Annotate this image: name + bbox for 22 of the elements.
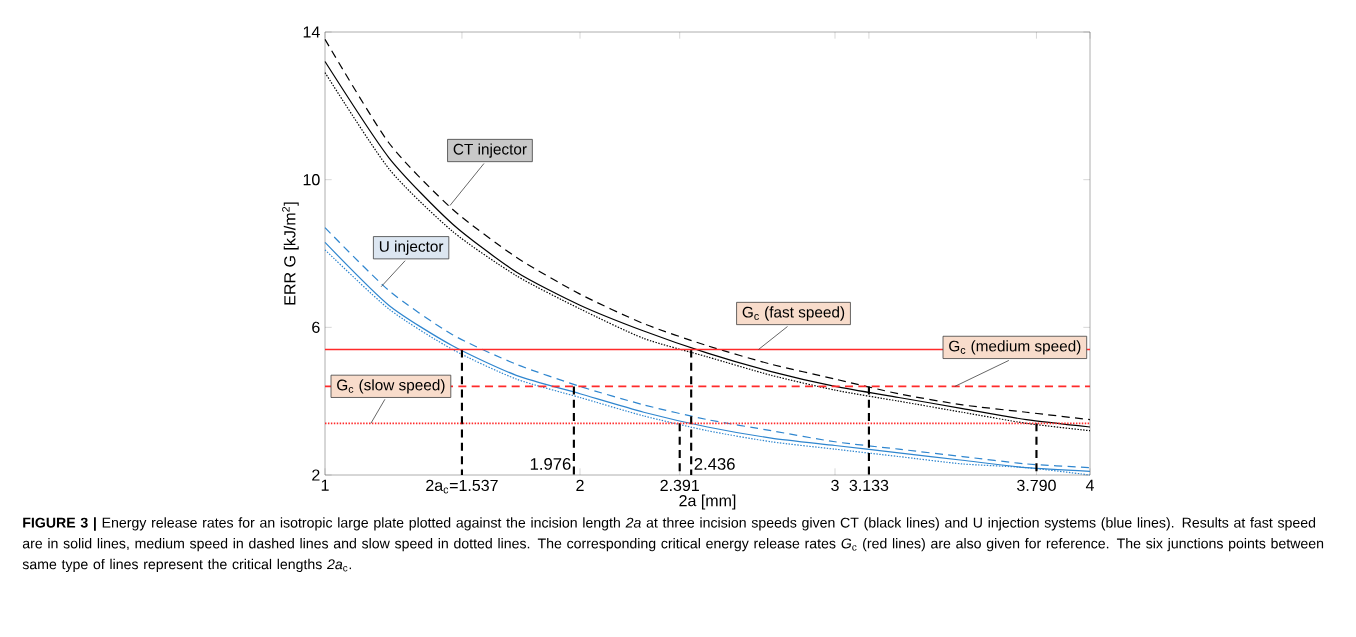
- y-tick-label: 2: [312, 469, 320, 481]
- x-tick-label: 4: [1085, 479, 1094, 491]
- annotation: 1.976: [530, 458, 571, 470]
- x-tick-label: 2: [576, 479, 584, 491]
- annotation: U injector: [379, 240, 444, 255]
- x-tick-label: 3.133: [849, 479, 889, 492]
- text: FIGURE 3 | Energy release rates for an isotropic large plate plotted against the incision length 2a at three incision speeds given CT (black lines) and U injection systems (blue lines). Results at fast speed are in solid lines, medium speed in dashed lines and slow speed in dotted lines. The corresponding critical energy release rates G$_{c}$ (red lines) are also given for reference. The six junctions points between same type of lines represent the critical lengths 2a$_{c}$.: [22, 517, 1324, 573]
- ref-line-label: G$_{c}$ (slow speed): [337, 379, 445, 394]
- x-tick-label: 3: [831, 479, 839, 492]
- ref-line-label: G$_{c}$ (fast speed): [742, 306, 845, 321]
- x-tick-label: 2.391: [660, 479, 699, 492]
- y-tick-label: 6: [312, 321, 320, 333]
- y-axis-title: ERR G [kJ/m$^{2}$]: [282, 202, 299, 305]
- annotation: 2.436: [694, 458, 735, 470]
- x-axis-title: 2a [mm]: [679, 494, 736, 510]
- annotation: CT injector: [453, 143, 527, 158]
- x-tick-label: 2a$_{c}$=1.537: [426, 479, 498, 494]
- ref-line-label: G$_{c}$ (medium speed): [949, 340, 1081, 355]
- y-tick-label: 14: [303, 26, 320, 38]
- y-tick-label: 10: [303, 174, 320, 186]
- x-tick-label: 1: [321, 479, 329, 491]
- x-tick-label: 3.790: [1017, 479, 1056, 492]
